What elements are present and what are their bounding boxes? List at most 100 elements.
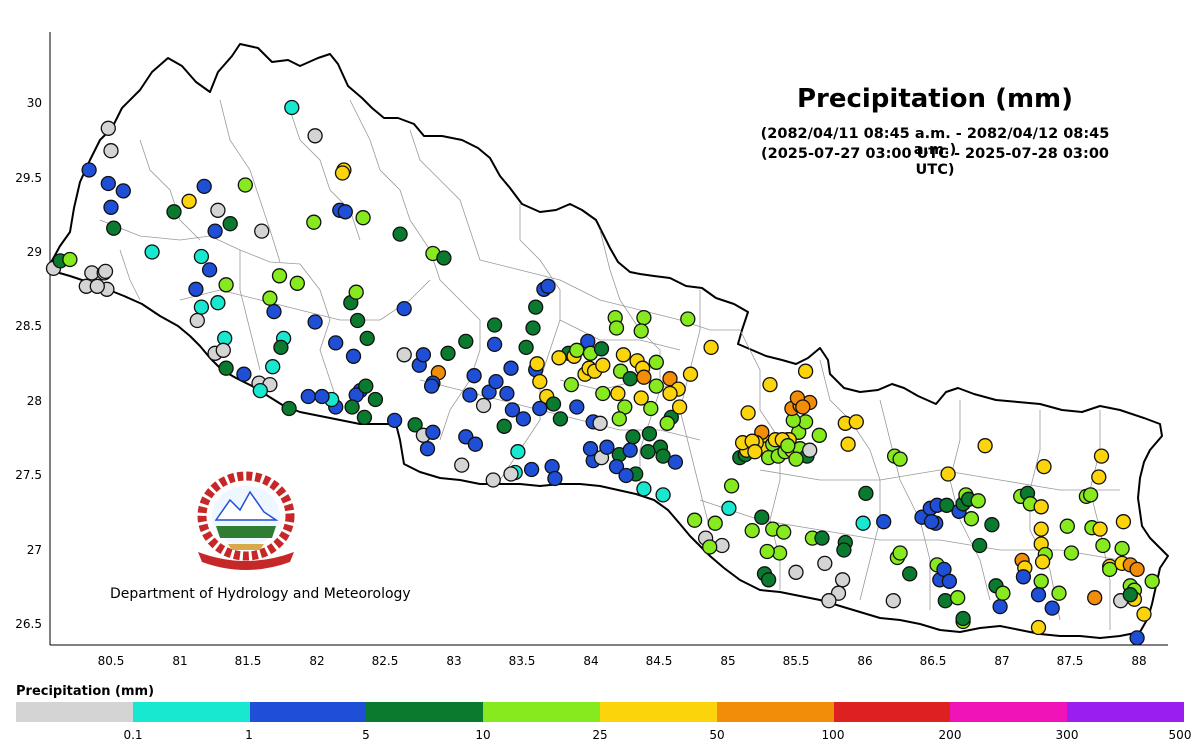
lat-tick: 28 bbox=[26, 394, 42, 408]
station-marker bbox=[265, 359, 281, 375]
date-range-nepali: (2082/04/11 08:45 a.m. - 2082/04/12 08:4… bbox=[760, 126, 1110, 158]
station-marker bbox=[721, 500, 737, 516]
station-marker bbox=[1115, 514, 1132, 530]
station-marker bbox=[81, 162, 97, 178]
station-marker bbox=[547, 470, 563, 487]
station-marker bbox=[667, 454, 684, 470]
station-marker bbox=[821, 593, 837, 609]
station-marker bbox=[518, 339, 534, 356]
station-marker bbox=[532, 373, 548, 390]
station-marker bbox=[348, 284, 364, 300]
station-marker bbox=[545, 396, 562, 412]
station-marker bbox=[1129, 630, 1145, 646]
station-marker bbox=[1093, 448, 1110, 464]
station-marker bbox=[356, 409, 373, 426]
lat-tick: 30 bbox=[26, 96, 42, 110]
station-marker bbox=[262, 290, 278, 306]
station-marker bbox=[525, 320, 541, 336]
station-marker bbox=[892, 545, 908, 561]
station-marker bbox=[300, 388, 316, 405]
lon-tick: 83 bbox=[446, 654, 462, 668]
station-marker bbox=[1136, 606, 1152, 622]
station-marker bbox=[682, 366, 699, 382]
legend-tick: 5 bbox=[362, 728, 370, 742]
lon-tick: 82 bbox=[309, 654, 325, 668]
station-marker bbox=[1030, 619, 1047, 636]
lon-tick: 83.5 bbox=[508, 654, 536, 668]
map-title: Precipitation (mm) bbox=[796, 84, 1074, 114]
station-marker bbox=[475, 397, 492, 414]
station-marker bbox=[273, 339, 289, 356]
station-marker bbox=[496, 418, 512, 434]
station-marker bbox=[703, 339, 719, 356]
station-marker bbox=[611, 411, 627, 427]
legend-tick: 1 bbox=[245, 728, 253, 742]
legend-class-3 bbox=[366, 702, 484, 722]
station-marker bbox=[1051, 585, 1067, 601]
station-marker bbox=[488, 373, 504, 390]
legend-class-8 bbox=[950, 702, 1068, 722]
legend-tick: 500 bbox=[1168, 728, 1192, 742]
station-marker bbox=[937, 593, 953, 609]
station-marker bbox=[188, 281, 204, 297]
station-marker bbox=[210, 202, 226, 218]
station-marker bbox=[236, 366, 252, 382]
station-marker bbox=[762, 376, 778, 393]
station-marker bbox=[281, 400, 297, 417]
station-marker bbox=[593, 341, 610, 357]
lon-tick: 82.5 bbox=[371, 654, 399, 668]
station-marker bbox=[582, 441, 599, 457]
station-marker bbox=[744, 522, 760, 539]
station-marker bbox=[396, 347, 412, 363]
nepal-boundary bbox=[47, 43, 1169, 639]
station-marker bbox=[902, 566, 918, 582]
station-marker bbox=[633, 323, 649, 339]
station-marker bbox=[103, 199, 119, 215]
station-marker bbox=[271, 268, 288, 284]
legend-class-4 bbox=[483, 702, 600, 722]
station-marker bbox=[1036, 458, 1052, 475]
station-marker bbox=[636, 369, 652, 385]
station-marker bbox=[355, 210, 371, 226]
station-marker bbox=[425, 424, 441, 440]
station-marker bbox=[760, 572, 777, 588]
station-marker bbox=[662, 371, 678, 387]
lon-tick: 86 bbox=[857, 654, 873, 668]
station-marker bbox=[503, 466, 519, 482]
station-marker bbox=[592, 415, 608, 431]
station-marker bbox=[618, 467, 634, 484]
station-marker bbox=[314, 388, 330, 405]
station-marker bbox=[97, 263, 114, 280]
station-marker bbox=[659, 415, 675, 431]
legend-class-1 bbox=[132, 702, 250, 722]
station-marker bbox=[486, 336, 503, 353]
station-marker bbox=[100, 175, 116, 192]
station-marker bbox=[569, 399, 585, 415]
station-marker bbox=[1082, 487, 1099, 503]
station-marker bbox=[941, 573, 958, 589]
station-marker bbox=[266, 303, 282, 320]
department-name: Department of Hydrology and Meteorology bbox=[110, 586, 411, 602]
lon-tick: 84 bbox=[583, 654, 599, 668]
station-marker bbox=[1095, 537, 1111, 554]
station-marker bbox=[950, 590, 966, 606]
station-marker bbox=[510, 444, 526, 460]
station-marker bbox=[707, 515, 723, 531]
station-marker bbox=[252, 382, 268, 399]
station-marker bbox=[1102, 561, 1118, 578]
station-marker bbox=[115, 183, 131, 199]
station-marker bbox=[189, 312, 205, 329]
station-marker bbox=[419, 441, 436, 457]
station-marker bbox=[615, 347, 632, 363]
station-marker bbox=[1087, 590, 1103, 606]
station-marker bbox=[423, 378, 440, 394]
station-marker bbox=[367, 391, 384, 408]
station-marker bbox=[386, 412, 403, 429]
lon-tick: 80.5 bbox=[97, 654, 125, 668]
lat-tick: 28.5 bbox=[15, 319, 42, 333]
station-marker bbox=[662, 385, 678, 402]
station-marker bbox=[643, 400, 659, 417]
station-marker bbox=[523, 461, 540, 478]
station-marker bbox=[892, 451, 908, 467]
station-marker bbox=[955, 610, 971, 627]
